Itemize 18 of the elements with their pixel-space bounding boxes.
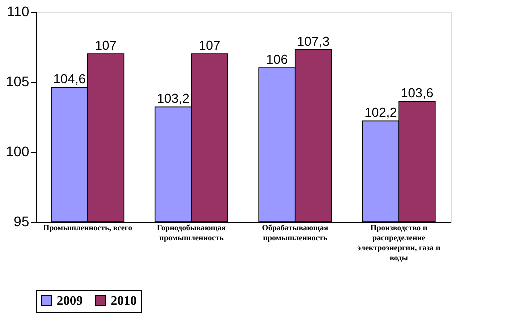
- x-tick-label: Производство и распределение электроэнергии, газа и воды: [358, 224, 441, 262]
- y-tick-label: 110: [7, 4, 30, 20]
- data-label: 103,6: [401, 86, 434, 101]
- y-tick-label: 105: [6, 74, 30, 90]
- data-label: 102,2: [364, 105, 398, 120]
- data-label: 107: [95, 38, 117, 53]
- data-label: 107,3: [297, 34, 330, 49]
- x-tick-label: Горнодобывающая промышленность: [157, 224, 227, 242]
- data-label: 103,2: [157, 91, 190, 106]
- x-tick-label: Промышленность, всего: [43, 224, 132, 232]
- legend-label: 2010: [111, 292, 137, 308]
- legend-label: 2009: [57, 292, 84, 308]
- data-label: 107: [198, 38, 221, 53]
- y-tick-label: 95: [14, 214, 30, 230]
- data-label: 106: [266, 52, 288, 67]
- y-tick-label: 100: [6, 144, 30, 160]
- x-tick-label: Обрабатывающая промышленность: [262, 224, 330, 242]
- data-label: 104,6: [53, 72, 86, 87]
